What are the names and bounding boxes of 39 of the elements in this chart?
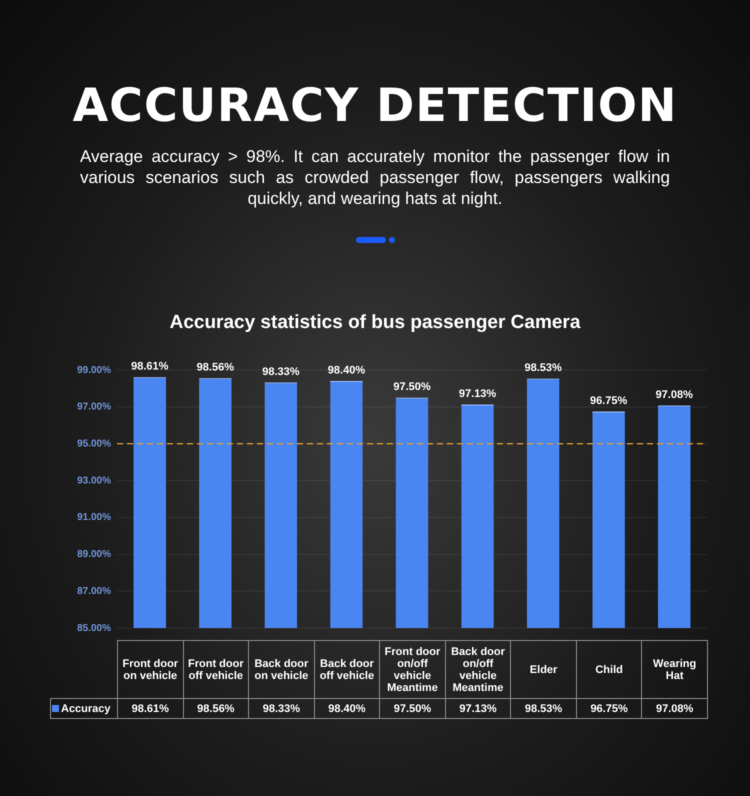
x-tick-label: Back door off vehicle (314, 640, 380, 698)
text: 97.13% (459, 702, 497, 714)
legend-label: Accuracy (50, 698, 118, 718)
text: 97.50% (393, 381, 431, 394)
text: 98.61% (132, 702, 169, 714)
y-tick-label: 99.00% (77, 364, 112, 376)
x-tick-label: Back door on vehicle (248, 640, 314, 698)
text: 98.56% (197, 702, 234, 714)
x-tick-label: Wearing Hat (642, 640, 708, 698)
y-tick-label: 95.00% (77, 438, 112, 450)
y-tick-label: 91.00% (77, 512, 112, 524)
text: 96.75% (590, 702, 628, 714)
x-tick-label: Front door off vehicle (183, 640, 249, 698)
text: 98.40% (328, 702, 366, 714)
x-tick-label: Front door on/off vehicle Meantime (380, 640, 446, 698)
text: 98.61% (131, 360, 168, 373)
y-tick-label: 89.00% (77, 549, 112, 560)
y-tick-label: 97.00% (77, 402, 112, 413)
x-tick-label: Child (576, 640, 642, 698)
chart-title: ACCURACY DETECTION (72, 78, 678, 132)
y-tick-label: 85.00% (77, 622, 112, 634)
text: 98.33% (262, 702, 300, 714)
chart-subtitle: Average accuracy > 98%. It can accurately monitor the passenger flow in various scenarios such as crowded passenger flow, passengers walking quickly, and wearing hats at night. (80, 146, 670, 209)
text: 98.56% (196, 362, 234, 374)
text: 98.33% (262, 366, 300, 378)
x-tick-label: Back door on/off vehicle Meantime (445, 640, 511, 698)
text: 97.08% (656, 702, 694, 714)
x-tick-label: Elder (510, 640, 576, 698)
y-tick-label: 93.00% (77, 475, 112, 486)
text: Accuracy statistics of bus passenger Camera (168, 312, 582, 334)
text: 98.53% (524, 362, 562, 374)
text: 97.08% (656, 388, 693, 401)
text: 98.53% (524, 702, 562, 714)
text: 97.50% (394, 702, 432, 714)
x-tick-label: Front door on vehicle (118, 640, 184, 698)
y-tick-label: 87.00% (77, 586, 112, 597)
text: 96.75% (590, 394, 628, 407)
text: 97.13% (458, 388, 496, 400)
text: 98.40% (328, 364, 366, 377)
